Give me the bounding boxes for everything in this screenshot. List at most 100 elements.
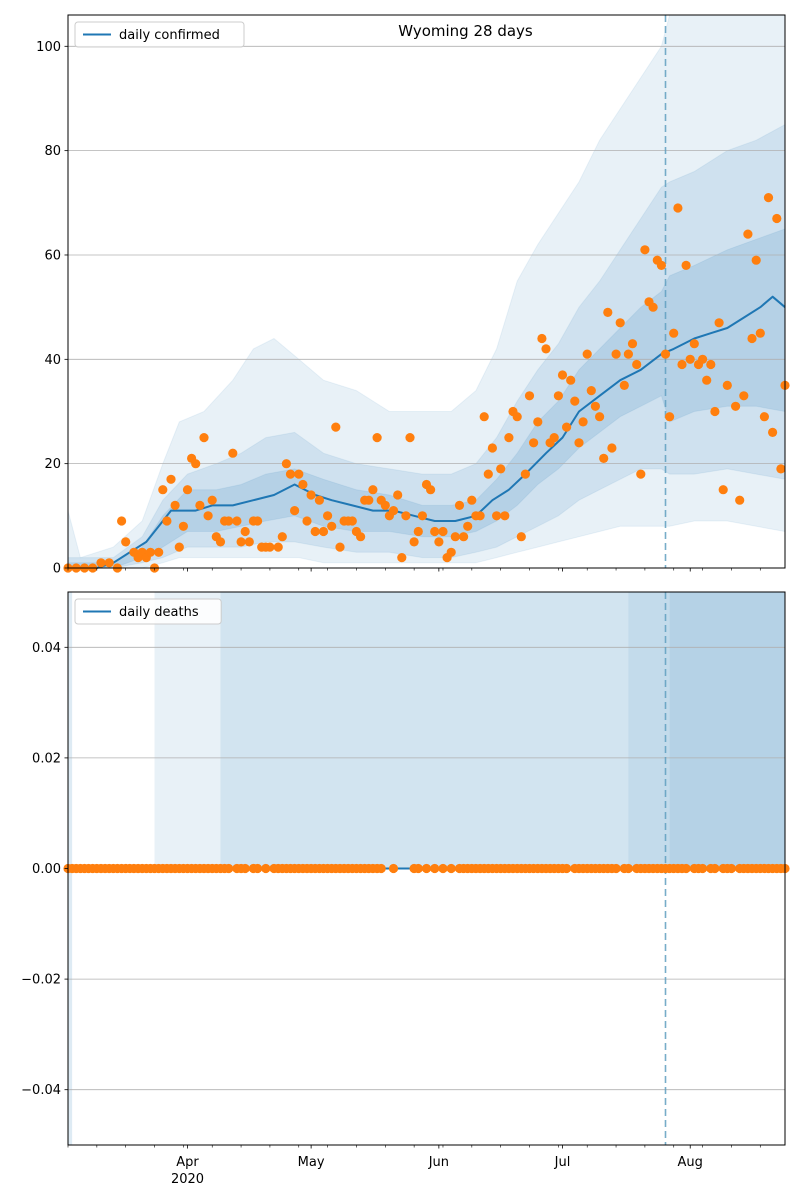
confirmed-observed-point [207, 495, 217, 505]
confirmed-y-tick-label: 60 [44, 248, 61, 263]
confirmed-observed-point [496, 464, 506, 474]
confirmed-observed-point [277, 532, 287, 542]
confirmed-observed-point [290, 506, 300, 516]
deaths-y-tick-label: −0.02 [21, 973, 61, 988]
deaths-observed-point [261, 863, 271, 874]
deaths-observed-point [446, 863, 456, 874]
confirmed-x-ticks [67, 568, 761, 572]
deaths-band-4 [669, 592, 785, 869]
confirmed-observed-point [154, 547, 164, 557]
confirmed-observed-point [388, 506, 399, 516]
confirmed-observed-point [768, 427, 778, 437]
confirmed-observed-point [615, 318, 625, 328]
confirmed-observed-point [739, 391, 749, 401]
confirmed-observed-point [459, 532, 469, 542]
confirmed-observed-point [434, 537, 444, 547]
deaths-observed-point [562, 863, 572, 874]
confirmed-observed-point [763, 193, 774, 203]
deaths-y-tick-label: 0.02 [32, 751, 61, 766]
confirmed-legend: daily confirmed [74, 21, 245, 48]
deaths-observed-point [611, 863, 621, 874]
confirmed-observed-point [397, 553, 407, 563]
deaths-legend-box [74, 598, 222, 625]
confirmed-observed-point [170, 500, 180, 510]
confirmed-observed-point [294, 469, 304, 479]
confirmed-observed-point [590, 401, 601, 411]
deaths-band-2 [220, 592, 785, 869]
confirmed-observed-point [121, 537, 131, 547]
deaths-observed-point [421, 863, 432, 874]
confirmed-legend-box [74, 21, 245, 48]
deaths-observed-point [726, 863, 737, 874]
confirmed-observed-point [232, 516, 242, 526]
confirmed-observed-point [438, 526, 448, 537]
confirmed-observed-point [228, 448, 238, 458]
confirmed-observed-point [487, 443, 497, 453]
deaths-observed-point [681, 863, 691, 874]
deaths-x-tick-label: Jul [554, 1155, 571, 1170]
confirmed-observed-point [265, 542, 275, 552]
confirmed-observed-point [426, 485, 436, 495]
confirmed-observed-point [285, 469, 296, 479]
deaths-observed-point [623, 863, 634, 874]
confirmed-observed-point [244, 537, 254, 547]
confirmed-observed-point [430, 526, 440, 537]
confirmed-observed-point [182, 485, 193, 495]
confirmed-observed-point [595, 412, 605, 422]
confirmed-observed-point [636, 469, 646, 479]
confirmed-legend-label: daily confirmed [119, 28, 220, 43]
confirmed-observed-point [347, 516, 357, 526]
confirmed-observed-points [63, 193, 790, 573]
confirmed-observed-point [323, 511, 333, 521]
confirmed-observed-point [104, 558, 114, 568]
deaths-band-1 [154, 592, 221, 869]
confirmed-observed-point [619, 380, 629, 390]
confirmed-observed-point [492, 511, 502, 521]
confirmed-observed-point [500, 511, 510, 521]
confirmed-observed-point [541, 344, 551, 354]
confirmed-observed-point [776, 464, 786, 474]
deaths-x-tick-label: Aug [678, 1155, 703, 1170]
deaths-y-tick-label: −0.04 [21, 1083, 61, 1098]
deaths-legend: daily deaths [74, 598, 222, 625]
confirmed-observed-point [401, 511, 411, 521]
deaths-observed-point [698, 863, 708, 874]
confirmed-observed-point [364, 495, 374, 505]
confirmed-observed-point [393, 490, 403, 500]
confirmed-observed-point [450, 532, 460, 542]
confirmed-observed-point [380, 500, 390, 510]
deaths-x-tick-label: Jun [428, 1155, 449, 1170]
confirmed-series [68, 295, 786, 569]
confirmed-observed-point [158, 485, 168, 495]
confirmed-y-tick-label: 0 [53, 562, 61, 577]
confirmed-observed-point [281, 459, 291, 469]
confirmed-observed-point [372, 433, 382, 443]
confirmed-observed-point [706, 359, 716, 370]
confirmed-observed-point [520, 469, 531, 479]
confirmed-observed-point [203, 511, 213, 521]
confirmed-observed-point [417, 511, 427, 521]
confirmed-y-ticks: 0 20 40 60 80 100 [36, 40, 68, 577]
confirmed-y-tick-label: 80 [44, 144, 61, 159]
confirmed-observed-point [660, 349, 671, 359]
confirmed-observed-point [578, 417, 588, 427]
confirmed-y-tick-label: 20 [44, 457, 61, 472]
chart-title: Wyoming 28 days [398, 22, 533, 40]
confirmed-observed-point [178, 521, 188, 531]
confirmed-observed-point [409, 537, 419, 547]
confirmed-observed-point [759, 412, 770, 422]
deaths-y-ticks: −0.04 −0.02 0.00 0.02 0.04 [21, 641, 68, 1098]
confirmed-observed-point [516, 532, 526, 542]
confirmed-observed-point [731, 401, 741, 411]
confirmed-observed-point [318, 526, 329, 537]
deaths-x-tick-label: May [298, 1155, 325, 1170]
confirmed-observed-point [640, 245, 650, 255]
deaths-x-ticks: Apr 2020 May Jun Jul Aug [67, 1145, 761, 1187]
confirmed-frame [67, 14, 786, 569]
confirmed-observed-point [162, 516, 172, 526]
confirmed-observed-point [356, 532, 366, 542]
confirmed-observed-point [677, 359, 687, 370]
confirmed-observed-point [702, 375, 712, 385]
confirmed-observed-point [718, 485, 728, 495]
confirmed-observed-point [735, 495, 745, 505]
